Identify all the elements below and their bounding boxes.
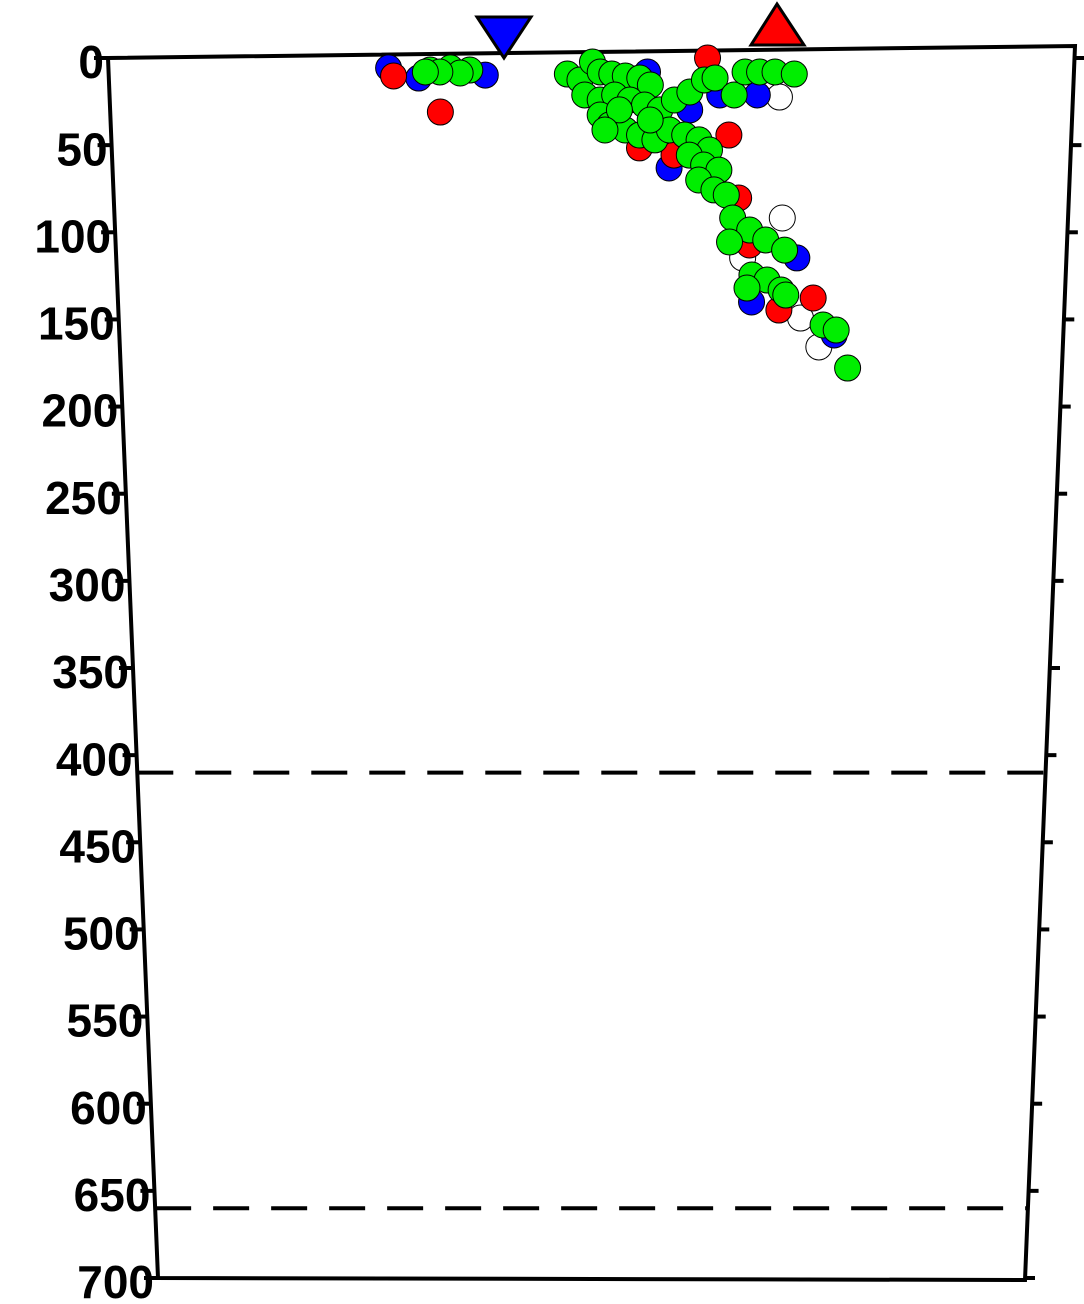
plot-frame xyxy=(105,43,1078,1283)
y-tick-label: 400 xyxy=(56,733,133,785)
event-point xyxy=(768,204,796,232)
y-tick-label: 700 xyxy=(77,1256,154,1304)
event-point xyxy=(799,284,827,312)
y-tick-label: 500 xyxy=(63,908,140,960)
event-point xyxy=(591,116,619,144)
event-point xyxy=(720,81,748,109)
station-marker xyxy=(748,1,807,47)
y-tick-label: 300 xyxy=(49,559,126,611)
station-marker xyxy=(474,15,534,61)
event-point xyxy=(733,274,761,302)
event-point xyxy=(605,96,633,124)
y-tick-label: 450 xyxy=(59,820,136,872)
event-point xyxy=(411,58,439,86)
y-tick-label: 150 xyxy=(38,298,115,350)
event-point xyxy=(712,181,740,209)
y-tick-label: 650 xyxy=(74,1169,151,1221)
event-point xyxy=(822,316,850,344)
event-point xyxy=(771,236,799,264)
event-point xyxy=(780,60,808,88)
y-tick-label: 50 xyxy=(56,123,107,175)
event-point xyxy=(701,64,729,92)
event-point xyxy=(716,228,744,256)
y-tick-label: 100 xyxy=(34,210,111,262)
event-point xyxy=(834,354,862,382)
event-point xyxy=(380,62,408,90)
y-tick-label: 550 xyxy=(67,995,144,1047)
event-point xyxy=(715,121,743,149)
event-point xyxy=(426,98,454,126)
y-tick-label: 0 xyxy=(78,36,104,88)
event-point xyxy=(772,281,800,309)
event-point xyxy=(743,81,771,109)
y-tick-label: 350 xyxy=(52,646,129,698)
y-tick-label: 200 xyxy=(42,385,119,437)
event-point xyxy=(636,106,664,134)
y-tick-label: 250 xyxy=(45,472,122,524)
y-tick-label: 600 xyxy=(70,1082,147,1134)
